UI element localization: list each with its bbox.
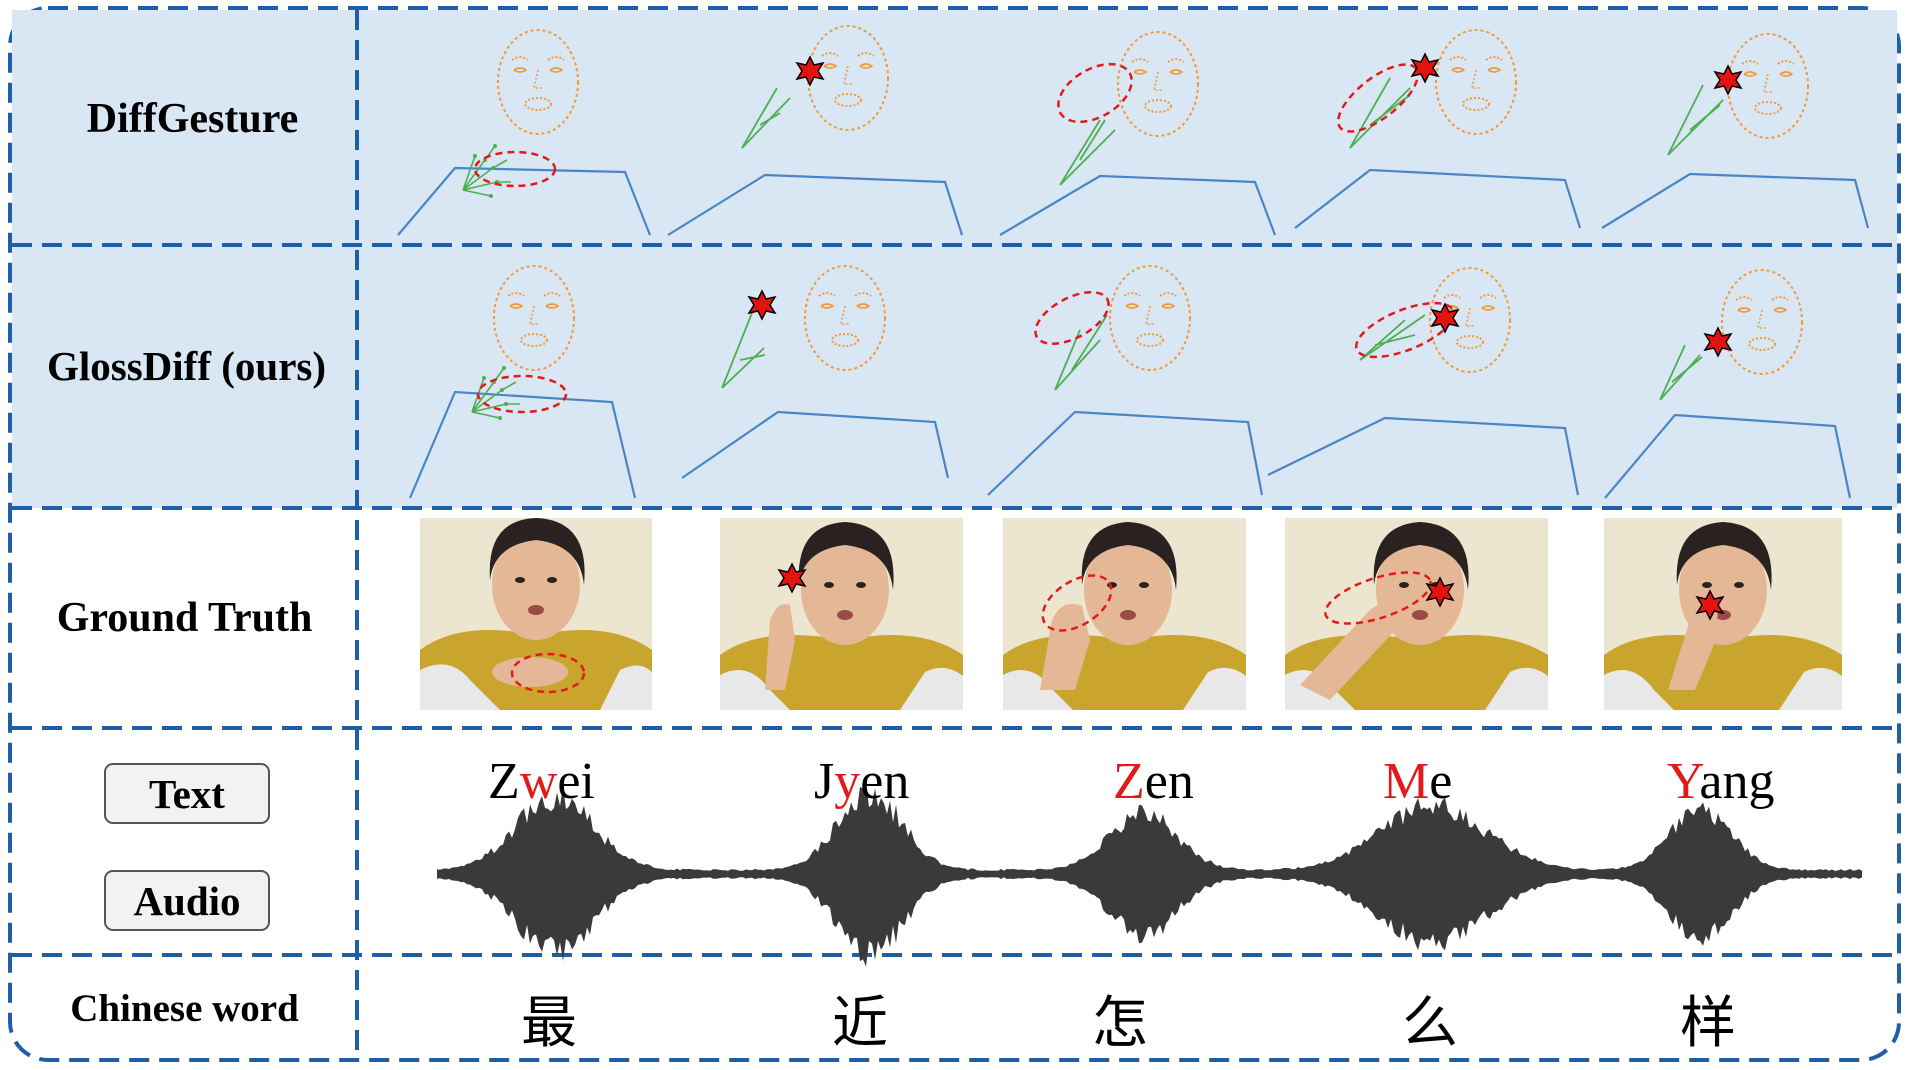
row-label-glossdiff: GlossDiff (ours): [46, 343, 326, 389]
skeleton-frame: [1604, 269, 1852, 499]
pinyin-word: Jyen: [814, 753, 910, 810]
row-label-chinese-word: Chinese word: [70, 987, 299, 1030]
chinese-character: 样: [1680, 991, 1736, 1056]
pinyin-word: Zen: [1113, 753, 1194, 810]
pinyin-word: Yang: [1667, 753, 1775, 810]
text-badge: Text: [104, 763, 270, 824]
chinese-character: 近: [832, 991, 888, 1056]
audio-waveform: [437, 781, 1862, 967]
photo-frame: [1003, 518, 1246, 710]
audio-badge-label: Audio: [133, 877, 241, 924]
photo-frame: [1285, 518, 1548, 710]
pinyin-word: Me: [1383, 753, 1453, 810]
waveform-shape: [437, 781, 1862, 967]
skeleton-frame: [999, 31, 1277, 236]
chinese-character: 么: [1402, 991, 1458, 1056]
chinese-character: 怎: [1092, 991, 1148, 1056]
skeleton-frame: [1267, 267, 1580, 496]
skeleton-frame: [667, 25, 964, 236]
photo-frame: [720, 518, 963, 710]
row-separators: [12, 243, 1897, 957]
glossdiff-skeletons: [408, 265, 1852, 499]
skeleton-frame: [1601, 33, 1870, 229]
skeleton-frame: [987, 265, 1264, 496]
skeleton-frame: [681, 265, 950, 479]
diffgesture-skeletons: [397, 25, 1870, 236]
row-label-diffgesture: DiffGesture: [86, 96, 299, 142]
skeleton-frame: [397, 29, 652, 236]
photo-frame: [420, 518, 652, 710]
skeleton-frame: [408, 265, 637, 499]
row-label-ground-truth: Ground Truth: [56, 595, 313, 641]
ground-truth-photos: [420, 518, 1842, 710]
photo-frame: [1604, 518, 1842, 710]
pinyin-word: Zwei: [488, 753, 595, 810]
chinese-character: 最: [521, 991, 577, 1056]
text-badge-label: Text: [149, 770, 225, 817]
skeleton-rows-background: [12, 10, 1897, 508]
skeleton-frame: [1294, 29, 1582, 229]
audio-badge: Audio: [104, 870, 270, 931]
